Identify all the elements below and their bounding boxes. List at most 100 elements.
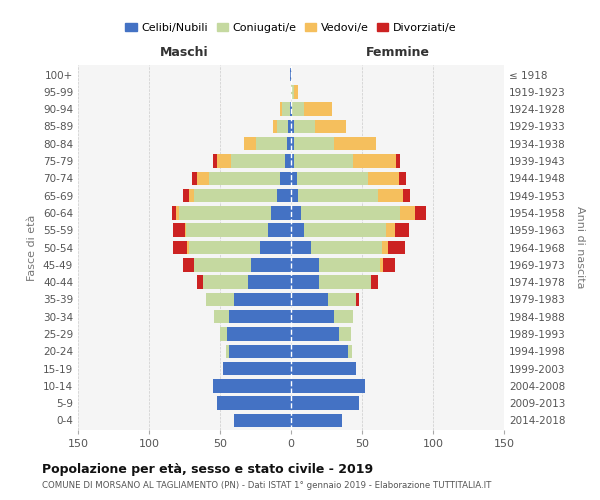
Bar: [194, 258, 291, 272]
Bar: [203, 276, 291, 289]
Bar: [291, 172, 399, 185]
Bar: [291, 414, 342, 427]
Bar: [291, 189, 403, 202]
Bar: [291, 172, 368, 185]
Bar: [291, 362, 356, 376]
Bar: [291, 292, 359, 306]
Bar: [291, 362, 356, 376]
Bar: [291, 258, 395, 272]
Bar: [244, 137, 291, 150]
Bar: [291, 362, 356, 376]
Bar: [220, 327, 291, 340]
Bar: [291, 241, 388, 254]
Bar: [203, 276, 291, 289]
Bar: [291, 258, 319, 272]
Bar: [191, 172, 291, 185]
Bar: [291, 310, 353, 324]
Bar: [213, 379, 291, 392]
Bar: [183, 258, 291, 272]
Bar: [217, 396, 291, 410]
Bar: [291, 85, 298, 98]
Bar: [226, 344, 291, 358]
Bar: [291, 276, 371, 289]
Bar: [251, 258, 291, 272]
Bar: [173, 241, 291, 254]
Bar: [291, 154, 396, 168]
Bar: [291, 327, 350, 340]
Bar: [213, 154, 291, 168]
Bar: [291, 206, 415, 220]
Bar: [291, 224, 304, 237]
Bar: [213, 379, 291, 392]
Bar: [291, 102, 292, 116]
Bar: [291, 206, 400, 220]
Bar: [291, 120, 346, 133]
Bar: [291, 120, 346, 133]
Bar: [291, 379, 365, 392]
Bar: [189, 189, 291, 202]
Bar: [291, 276, 377, 289]
Bar: [277, 120, 291, 133]
Bar: [291, 276, 319, 289]
Legend: Celibi/Nubili, Coniugati/e, Vedovi/e, Divorziati/e: Celibi/Nubili, Coniugati/e, Vedovi/e, Di…: [125, 23, 457, 33]
Bar: [291, 189, 298, 202]
Bar: [213, 379, 291, 392]
Bar: [291, 224, 409, 237]
Bar: [290, 68, 291, 82]
Bar: [234, 414, 291, 427]
Bar: [291, 396, 359, 410]
Bar: [291, 414, 342, 427]
Bar: [291, 102, 332, 116]
Bar: [291, 344, 352, 358]
Bar: [291, 224, 395, 237]
Bar: [291, 258, 383, 272]
Bar: [291, 379, 365, 392]
Bar: [234, 292, 291, 306]
Bar: [291, 206, 426, 220]
Bar: [291, 258, 380, 272]
Bar: [256, 137, 291, 150]
Bar: [172, 206, 291, 220]
Bar: [290, 102, 291, 116]
Bar: [291, 414, 342, 427]
Bar: [229, 310, 291, 324]
Bar: [220, 327, 291, 340]
Bar: [291, 310, 353, 324]
Bar: [283, 102, 291, 116]
Bar: [213, 379, 291, 392]
Bar: [194, 258, 291, 272]
Bar: [226, 344, 291, 358]
Bar: [217, 154, 291, 168]
Y-axis label: Fasce di età: Fasce di età: [28, 214, 37, 280]
Bar: [206, 292, 291, 306]
Bar: [291, 379, 365, 392]
Bar: [229, 344, 291, 358]
Bar: [291, 396, 359, 410]
Bar: [291, 292, 356, 306]
Bar: [227, 327, 291, 340]
Bar: [291, 379, 365, 392]
Bar: [291, 85, 294, 98]
Bar: [291, 327, 350, 340]
Bar: [291, 154, 400, 168]
Bar: [291, 224, 386, 237]
Bar: [287, 137, 291, 150]
Bar: [280, 172, 291, 185]
Bar: [220, 327, 291, 340]
Bar: [291, 276, 371, 289]
Bar: [209, 172, 291, 185]
Bar: [214, 310, 291, 324]
Bar: [291, 327, 339, 340]
Bar: [272, 120, 291, 133]
Bar: [186, 224, 291, 237]
Bar: [179, 206, 291, 220]
Bar: [291, 154, 294, 168]
Bar: [232, 154, 291, 168]
Bar: [291, 120, 294, 133]
Y-axis label: Anni di nascita: Anni di nascita: [575, 206, 585, 289]
Bar: [291, 292, 328, 306]
Bar: [291, 310, 334, 324]
Bar: [291, 137, 376, 150]
Bar: [291, 172, 406, 185]
Bar: [217, 396, 291, 410]
